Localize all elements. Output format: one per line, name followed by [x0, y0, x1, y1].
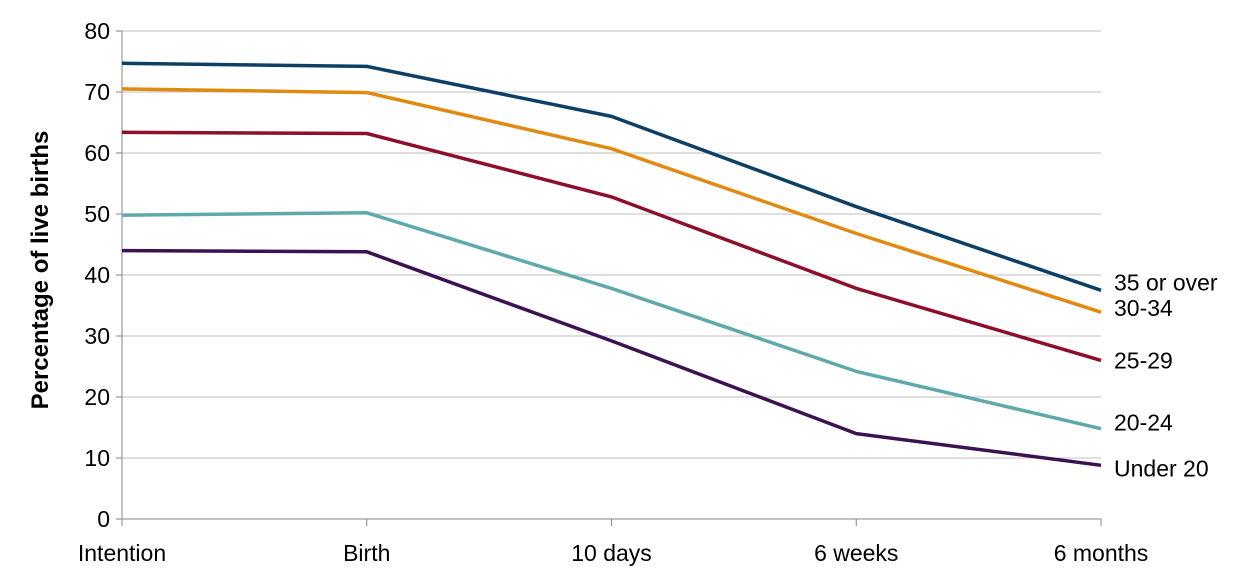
axes [116, 30, 1102, 526]
series-end-label: 20-24 [1114, 410, 1173, 436]
y-tick-label: 60 [84, 140, 110, 166]
series-lines [121, 61, 1102, 468]
x-tick-label: 10 days [571, 540, 652, 566]
y-axis-label: Percentage of live births [27, 131, 54, 410]
series-end-label: Under 20 [1114, 455, 1209, 481]
y-tick-labels: 0 10 20 30 40 50 60 70 80 [84, 18, 110, 532]
series-line-0 [121, 61, 1102, 292]
x-tick-label: 6 months [1054, 540, 1149, 566]
series-line-3 [121, 211, 1102, 431]
series-line-2 [121, 130, 1102, 363]
x-tick-label: Intention [78, 540, 166, 566]
y-tick-label: 20 [84, 384, 110, 410]
series-line-4 [121, 248, 1102, 468]
series-end-label: 30-34 [1114, 295, 1173, 321]
y-tick-label: 50 [84, 201, 110, 227]
y-tick-label: 30 [84, 323, 110, 349]
series-end-label: 35 or over [1114, 269, 1218, 295]
y-tick-label: 70 [84, 79, 110, 105]
series-end-label: 25-29 [1114, 347, 1173, 373]
y-tick-label: 80 [84, 18, 110, 44]
x-tick-label: 6 weeks [814, 540, 898, 566]
x-tick-label: Birth [343, 540, 390, 566]
x-tick-labels: Intention Birth 10 days 6 weeks 6 months [78, 540, 1148, 566]
y-tick-label: 40 [84, 262, 110, 288]
y-tick-label: 10 [84, 445, 110, 471]
series-line-1 [121, 87, 1102, 314]
y-tick-label: 0 [97, 506, 110, 532]
